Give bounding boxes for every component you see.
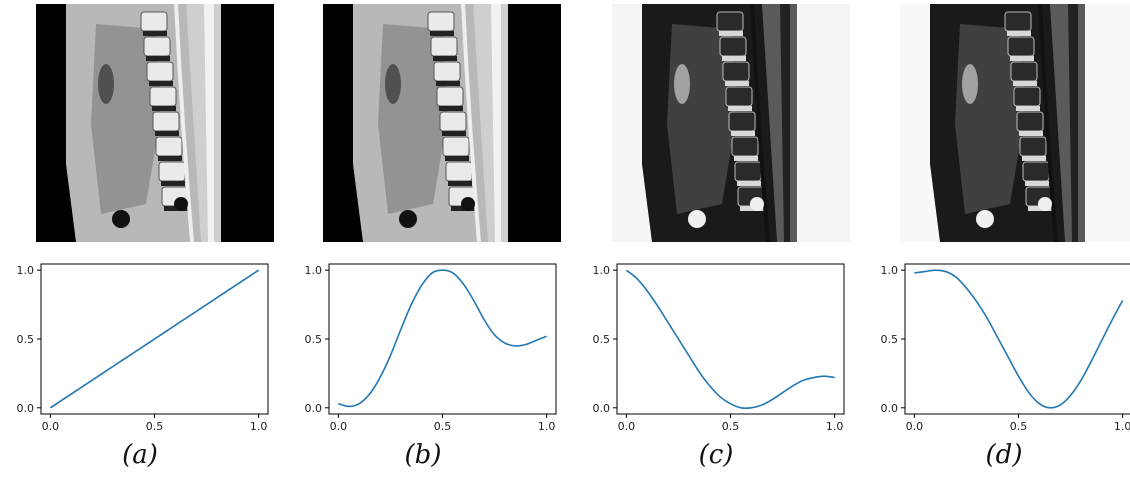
y-tick-label: 0.0 [305,402,323,415]
x-tick-label: 1.0 [826,420,844,433]
x-tick-label: 0.5 [434,420,452,433]
x-tick-label: 0.5 [1010,420,1028,433]
y-tick-label: 0.5 [305,333,323,346]
mri-image-d [900,4,1130,242]
plot-c: 0.0 0.5 1.0 0.0 0.5 1.0 [593,263,845,433]
y-tick-label: 1.0 [305,264,323,277]
y-tick-label: 0.0 [17,402,35,415]
y-tick-label: 0.5 [881,333,899,346]
x-tick-label: 0.0 [906,420,924,433]
y-tick-label: 0.0 [593,402,611,415]
plot-frame [328,263,557,415]
series-line [625,269,835,410]
plot-frame [904,263,1130,415]
mri-image-a [36,4,274,242]
y-tick-label: 1.0 [17,264,35,277]
x-tick-label: 0.5 [722,420,740,433]
plot-a: 0.0 0.5 1.0 0.0 0.5 1.0 [17,263,269,433]
y-tick-label: 0.5 [593,333,611,346]
plot-d: 0.0 0.5 1.0 0.0 0.5 1.0 [881,263,1130,433]
series-line [49,269,260,409]
y-tick-label: 1.0 [593,264,611,277]
x-tick-label: 0.0 [330,420,348,433]
plot-frame [616,263,845,415]
x-tick-label: 1.0 [250,420,268,433]
caption-b: (b) [404,440,442,470]
y-tick-label: 0.5 [17,333,35,346]
y-tick-label: 1.0 [881,264,899,277]
plot-b: 0.0 0.5 1.0 0.0 0.5 1.0 [305,263,557,433]
caption-d: (d) [985,440,1023,470]
mri-image-b [323,4,561,242]
mri-image-c [612,4,850,242]
x-tick-label: 0.5 [146,420,164,433]
x-tick-label: 1.0 [538,420,556,433]
series-line [914,269,1124,409]
series-line [338,269,547,408]
x-tick-label: 0.0 [42,420,60,433]
caption-c: (c) [698,440,734,470]
caption-a: (a) [122,440,158,470]
x-tick-label: 0.0 [618,420,636,433]
x-tick-label: 1.0 [1114,420,1130,433]
y-tick-label: 0.0 [881,402,899,415]
